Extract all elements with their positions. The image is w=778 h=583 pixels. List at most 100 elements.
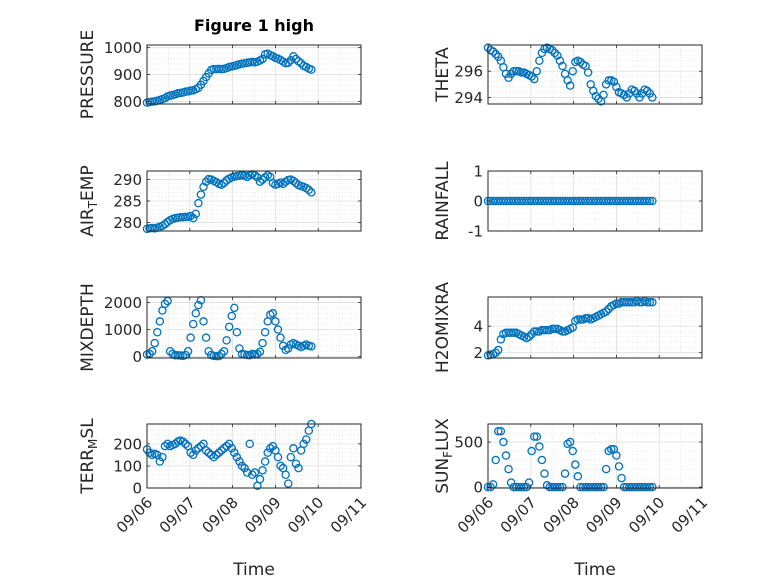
- y-label-main: SUN: [433, 458, 453, 494]
- data-point: [648, 298, 657, 307]
- y-axis-label: TERRMSL: [78, 418, 100, 495]
- subplot-4: -1 0 1 RAINFALL: [433, 161, 703, 241]
- data-point: [645, 196, 655, 206]
- data-point: [642, 86, 652, 96]
- y-label-rest: LUX: [433, 418, 453, 451]
- axes-box: [146, 423, 362, 489]
- data-point: [612, 299, 621, 308]
- data-point: [547, 45, 557, 55]
- subplot-8: 0 500 09/06 09/07 09/08 09/09 09/10 09/11 Time SU…: [433, 418, 711, 580]
- y-tick-label: 800: [113, 93, 142, 111]
- data-point: [601, 464, 611, 474]
- data-point: [183, 346, 193, 356]
- data-point: [560, 469, 570, 478]
- data-point: [517, 482, 526, 492]
- data-point: [266, 444, 275, 453]
- data-point: [232, 327, 242, 337]
- data-point: [165, 346, 175, 356]
- y-tick-label: 294: [454, 89, 483, 107]
- y-axis-label: RAINFALL: [433, 161, 453, 241]
- data-point: [217, 446, 226, 455]
- data-point: [563, 76, 572, 85]
- x-tick-label: 09/06: [454, 493, 497, 536]
- data-point: [642, 298, 652, 307]
- y-tick-label: 0: [473, 479, 483, 497]
- data-point: [499, 437, 508, 447]
- y-label-subscript: T: [86, 200, 100, 209]
- data-point: [491, 455, 500, 465]
- data-point: [273, 325, 283, 334]
- data-point: [527, 329, 536, 339]
- data-point: [212, 351, 221, 361]
- data-point: [501, 451, 511, 460]
- data-point: [271, 317, 280, 326]
- x-tick-label: 09/11: [668, 493, 711, 536]
- data-point: [181, 212, 190, 222]
- data-point: [617, 473, 626, 483]
- data-point: [519, 482, 529, 492]
- data-point: [155, 457, 165, 466]
- data-point: [188, 450, 198, 460]
- data-point: [250, 171, 260, 180]
- data-point: [283, 58, 293, 67]
- subplot-7: 0 100 200 09/06 09/07 09/08 09/09 09/10 09/11 Tim…: [78, 418, 370, 580]
- y-tick-label: 1000: [104, 39, 142, 57]
- data-point: [255, 177, 265, 186]
- data-point: [181, 439, 190, 449]
- data-point: [145, 448, 154, 457]
- data-point: [273, 452, 283, 462]
- data-point: [522, 482, 531, 492]
- data-point: [491, 49, 500, 59]
- data-point: [506, 478, 516, 487]
- y-label-subscript: F: [441, 451, 455, 458]
- y-tick-label: 0: [132, 480, 142, 498]
- data-point: [214, 351, 224, 361]
- axes-box: [487, 296, 703, 359]
- data-point: [645, 298, 655, 307]
- data-point: [542, 325, 552, 335]
- data-point: [224, 322, 234, 332]
- data-point: [535, 56, 544, 65]
- data-point: [527, 446, 536, 456]
- axes-background: [147, 424, 361, 488]
- data-point: [496, 426, 506, 436]
- y-tick-label: 500: [454, 434, 483, 452]
- data-point: [276, 333, 285, 342]
- data-point: [599, 482, 608, 492]
- data-point: [281, 470, 290, 480]
- data-point: [529, 327, 539, 336]
- data-point: [186, 211, 195, 221]
- x-tick-label: 09/10: [284, 493, 327, 536]
- subplot-3: 280 285 290 AIRTEMP: [78, 165, 362, 237]
- data-point: [286, 452, 296, 462]
- subplot-1: 800 900 1000 PRESSURE Figure 1 high: [78, 16, 362, 119]
- data-point: [240, 463, 249, 473]
- data-point: [194, 300, 203, 310]
- data-point: [494, 426, 503, 436]
- data-point: [155, 317, 165, 326]
- data-point: [529, 432, 539, 441]
- data-point: [230, 448, 239, 457]
- data-point: [568, 446, 577, 456]
- data-point: [199, 317, 208, 326]
- data-point: [294, 57, 303, 66]
- y-tick-label: 296: [454, 63, 483, 81]
- data-point: [206, 450, 216, 460]
- axes-background: [488, 424, 702, 488]
- data-point: [227, 311, 236, 321]
- data-point: [219, 178, 229, 188]
- data-point: [260, 457, 270, 466]
- data-point: [291, 54, 301, 64]
- y-tick-label: 0: [132, 348, 142, 366]
- y-label-subscript: M: [86, 439, 100, 449]
- data-point: [506, 69, 516, 79]
- data-point: [624, 298, 634, 307]
- data-point: [212, 450, 221, 460]
- chart-title: Figure 1 high: [194, 16, 314, 35]
- data-point: [601, 307, 611, 316]
- data-point: [565, 437, 575, 447]
- x-tick-label: 09/10: [625, 493, 668, 536]
- data-point: [255, 474, 265, 484]
